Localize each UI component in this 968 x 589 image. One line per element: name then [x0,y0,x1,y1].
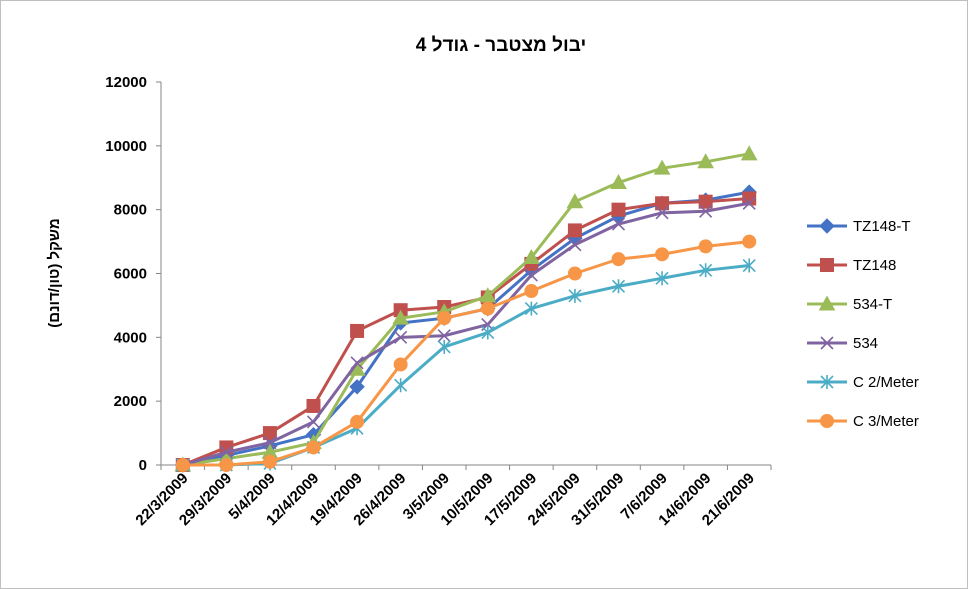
legend: TZ148-T TZ148 534-T 534 C 2/Meter C 3/Meter [807,218,919,430]
legend-swatch-marker [820,414,834,428]
series-line-tz148-t [182,190,750,467]
y-tick-label: 2000 [114,393,147,410]
data-point-tz148 [350,323,365,338]
data-point-tz148 [306,398,321,413]
data-point-534-t [610,174,627,190]
data-point-c-2-meter [611,279,626,294]
data-point-c-3-meter [393,357,408,372]
legend-label: C 3/Meter [853,413,919,430]
data-point-c-3-meter [480,301,495,316]
y-tick-label: 10000 [105,138,147,155]
legend-label: TZ148-T [853,218,911,235]
data-point-534 [699,204,713,218]
data-point-c-3-meter [742,234,757,249]
legend-label: C 2/Meter [853,374,919,391]
data-point-534 [524,268,538,282]
data-point-c-3-meter [262,454,277,469]
data-point-c-3-meter [306,440,321,455]
data-point-534 [655,206,669,220]
series-line-534 [182,201,750,467]
y-tick-label: 4000 [114,329,147,346]
legend-swatch-marker [818,295,836,311]
legend-label: 534 [853,335,878,352]
data-point-tz148 [698,194,713,209]
legend-swatch-marker [820,375,834,389]
data-point-534 [394,330,408,344]
y-tick-label: 0 [139,457,147,474]
legend-item-tz148: TZ148 [807,257,896,274]
data-point-c-3-meter [611,252,626,267]
data-point-c-2-meter [568,288,582,303]
legend-swatch-marker [819,218,835,234]
data-point-534 [306,415,321,429]
data-point-c-3-meter [175,458,190,472]
data-point-c-3-meter [698,239,713,254]
legend-label: 534-T [853,296,892,313]
legend-item-534: 534 [807,335,878,352]
data-point-c-2-meter [437,339,451,354]
data-point-534-t [392,309,409,325]
data-point-c-2-meter [655,271,669,286]
data-point-534 [219,445,233,459]
data-point-tz148 [655,196,670,211]
legend-item-c-3-meter: C 3/Meter [807,413,919,430]
data-point-534-t [697,153,714,169]
y-tick-label: 8000 [114,202,147,219]
data-point-c-2-meter [394,378,408,393]
series-534-t [174,145,758,472]
data-point-c-3-meter [219,458,234,472]
data-point-534 [611,217,626,231]
y-tick-label: 12000 [105,74,147,91]
data-point-534-t [566,193,584,209]
series-line-tz148 [182,196,750,467]
series-layer [174,145,758,473]
legend-item-tz148-t: TZ148-T [807,218,911,235]
y-axis-label: משקל (טון/דונם) [46,218,63,327]
chart-title: יבול מצטבר - גודל 4 [416,35,586,56]
y-tick-label: 6000 [114,266,147,283]
legend-swatch-marker [820,336,834,350]
data-point-534-t [653,159,671,175]
data-point-c-2-meter [699,263,713,278]
data-point-534-t [523,249,540,265]
data-point-534 [568,238,582,252]
series-tz148-t [175,184,757,473]
legend-label: TZ148 [853,257,896,274]
data-point-534-t [740,145,758,161]
data-point-c-3-meter [437,311,452,326]
data-point-c-2-meter [481,325,495,340]
data-point-c-3-meter [655,247,670,262]
legend-item-c-2-meter: C 2/Meter [807,374,919,391]
series-tz148 [175,191,757,472]
data-point-c-3-meter [350,414,365,429]
series-line-c-3-meter [182,240,750,467]
data-point-c-2-meter [742,258,756,273]
data-point-tz148 [742,191,757,206]
data-point-c-2-meter [524,301,538,316]
data-point-534 [350,356,364,370]
data-point-c-3-meter [567,266,582,281]
data-point-tz148 [262,426,277,441]
legend-swatch-marker [820,258,834,272]
data-point-tz148 [567,223,582,238]
data-point-tz148 [611,202,626,217]
data-point-c-3-meter [524,284,539,299]
series-line-534-t [182,152,750,467]
legend-item-534-t: 534-T [807,295,892,313]
data-point-534 [742,196,756,210]
data-point-534 [437,329,451,343]
data-point-534 [263,436,277,450]
data-point-tz148-t [349,379,365,395]
series-c-3-meter [175,234,757,472]
